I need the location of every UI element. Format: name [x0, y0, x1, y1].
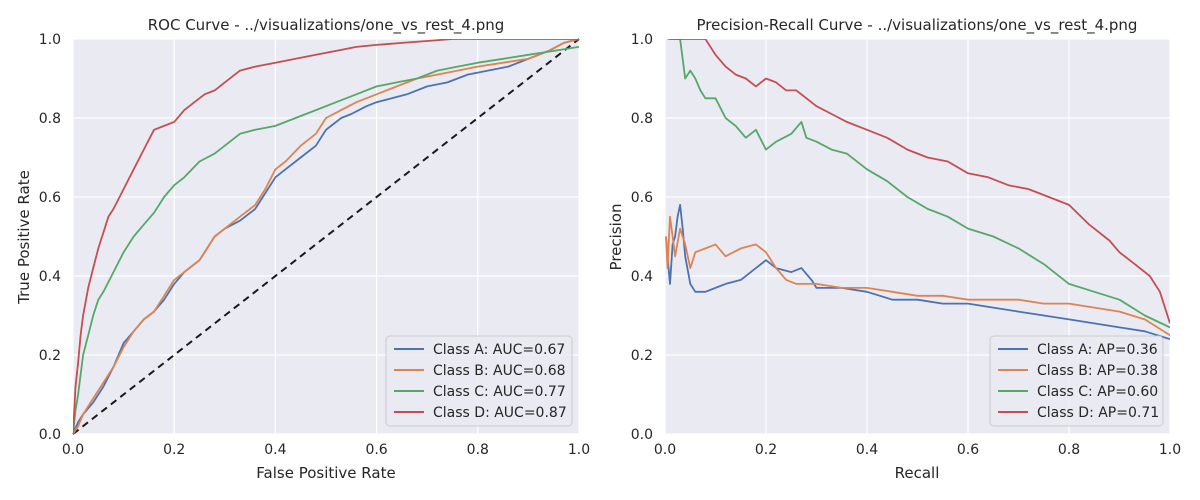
pr-legend: Class A: AP=0.36 Class B: AP=0.38 Class C:… [989, 335, 1164, 427]
roc-x-axis-label: False Positive Rate [256, 464, 395, 482]
roc-y-tick-label: 1.0 [39, 32, 61, 48]
roc-chart-title: ROC Curve - ../visualizations/one_vs_res… [148, 16, 505, 35]
roc-chance-line [72, 38, 580, 435]
roc-legend: Class A: AUC=0.67 Class B: AUC=0.68 Class … [385, 335, 573, 427]
pr-y-tick-label: 0.4 [631, 269, 653, 285]
roc-x-tick-label: 1.0 [568, 442, 590, 458]
pr-x-tick-label: 1.0 [1159, 442, 1181, 458]
pr-x-tick-label: 0.4 [856, 442, 878, 458]
pr-legend-label: Class B: AP=0.38 [1037, 363, 1158, 379]
roc-y-tick-label: 0.2 [39, 348, 61, 364]
pr-y-tick-label: 0.0 [631, 427, 653, 443]
roc-series-line-c [73, 46, 579, 434]
pr-y-axis-label: Precision [607, 204, 625, 271]
pr-series-line-d [670, 39, 1170, 324]
pr-y-tick-label: 0.2 [631, 348, 653, 364]
pr-x-axis-label: Recall [895, 464, 940, 482]
roc-y-axis-label: True Positive Rate [15, 170, 33, 305]
roc-x-tick-label: 0.8 [467, 442, 489, 458]
roc-x-tick-label: 0.2 [163, 442, 185, 458]
roc-y-tick-label: 0.4 [39, 269, 61, 285]
pr-x-tick-label: 0.6 [957, 442, 979, 458]
roc-legend-label: Class A: AUC=0.67 [433, 342, 565, 358]
pr-x-tick-label: 0.2 [755, 442, 777, 458]
roc-legend-label: Class D: AUC=0.87 [433, 405, 567, 421]
pr-legend-label: Class C: AP=0.60 [1037, 384, 1158, 400]
roc-legend-box [385, 335, 573, 427]
roc-x-tick-label: 0.6 [365, 442, 387, 458]
roc-legend-label: Class B: AUC=0.68 [433, 363, 566, 379]
roc-chart: ROC Curve - ../visualizations/one_vs_res… [15, 16, 590, 482]
roc-legend-label: Class C: AUC=0.77 [433, 384, 566, 400]
pr-series-line-b [665, 215, 1170, 337]
pr-legend-label: Class D: AP=0.71 [1037, 405, 1159, 421]
roc-series-line-a [73, 39, 579, 434]
pr-y-tick-label: 1.0 [631, 32, 653, 48]
roc-series-line-d [73, 39, 579, 434]
pr-chart-title: Precision-Recall Curve - ../visualizatio… [697, 16, 1138, 35]
roc-series-line-b [73, 39, 579, 434]
roc-y-tick-label: 0.8 [39, 111, 61, 127]
pr-y-tick-label: 0.6 [631, 190, 653, 206]
pr-chart: Precision-Recall Curve - ../visualizatio… [607, 16, 1181, 482]
roc-y-tick-label: 0.0 [39, 427, 61, 443]
pr-series-line-c [667, 39, 1170, 329]
pr-x-tick-label: 0.0 [654, 442, 676, 458]
pr-y-tick-label: 0.8 [631, 111, 653, 127]
roc-x-tick-label: 0.4 [264, 442, 286, 458]
roc-y-tick-label: 0.6 [39, 190, 61, 206]
roc-x-tick-label: 0.0 [62, 442, 84, 458]
pr-series-line-a [665, 204, 1170, 341]
pr-legend-label: Class A: AP=0.36 [1037, 342, 1158, 358]
pr-x-tick-label: 0.8 [1058, 442, 1080, 458]
pr-legend-box [989, 335, 1164, 427]
